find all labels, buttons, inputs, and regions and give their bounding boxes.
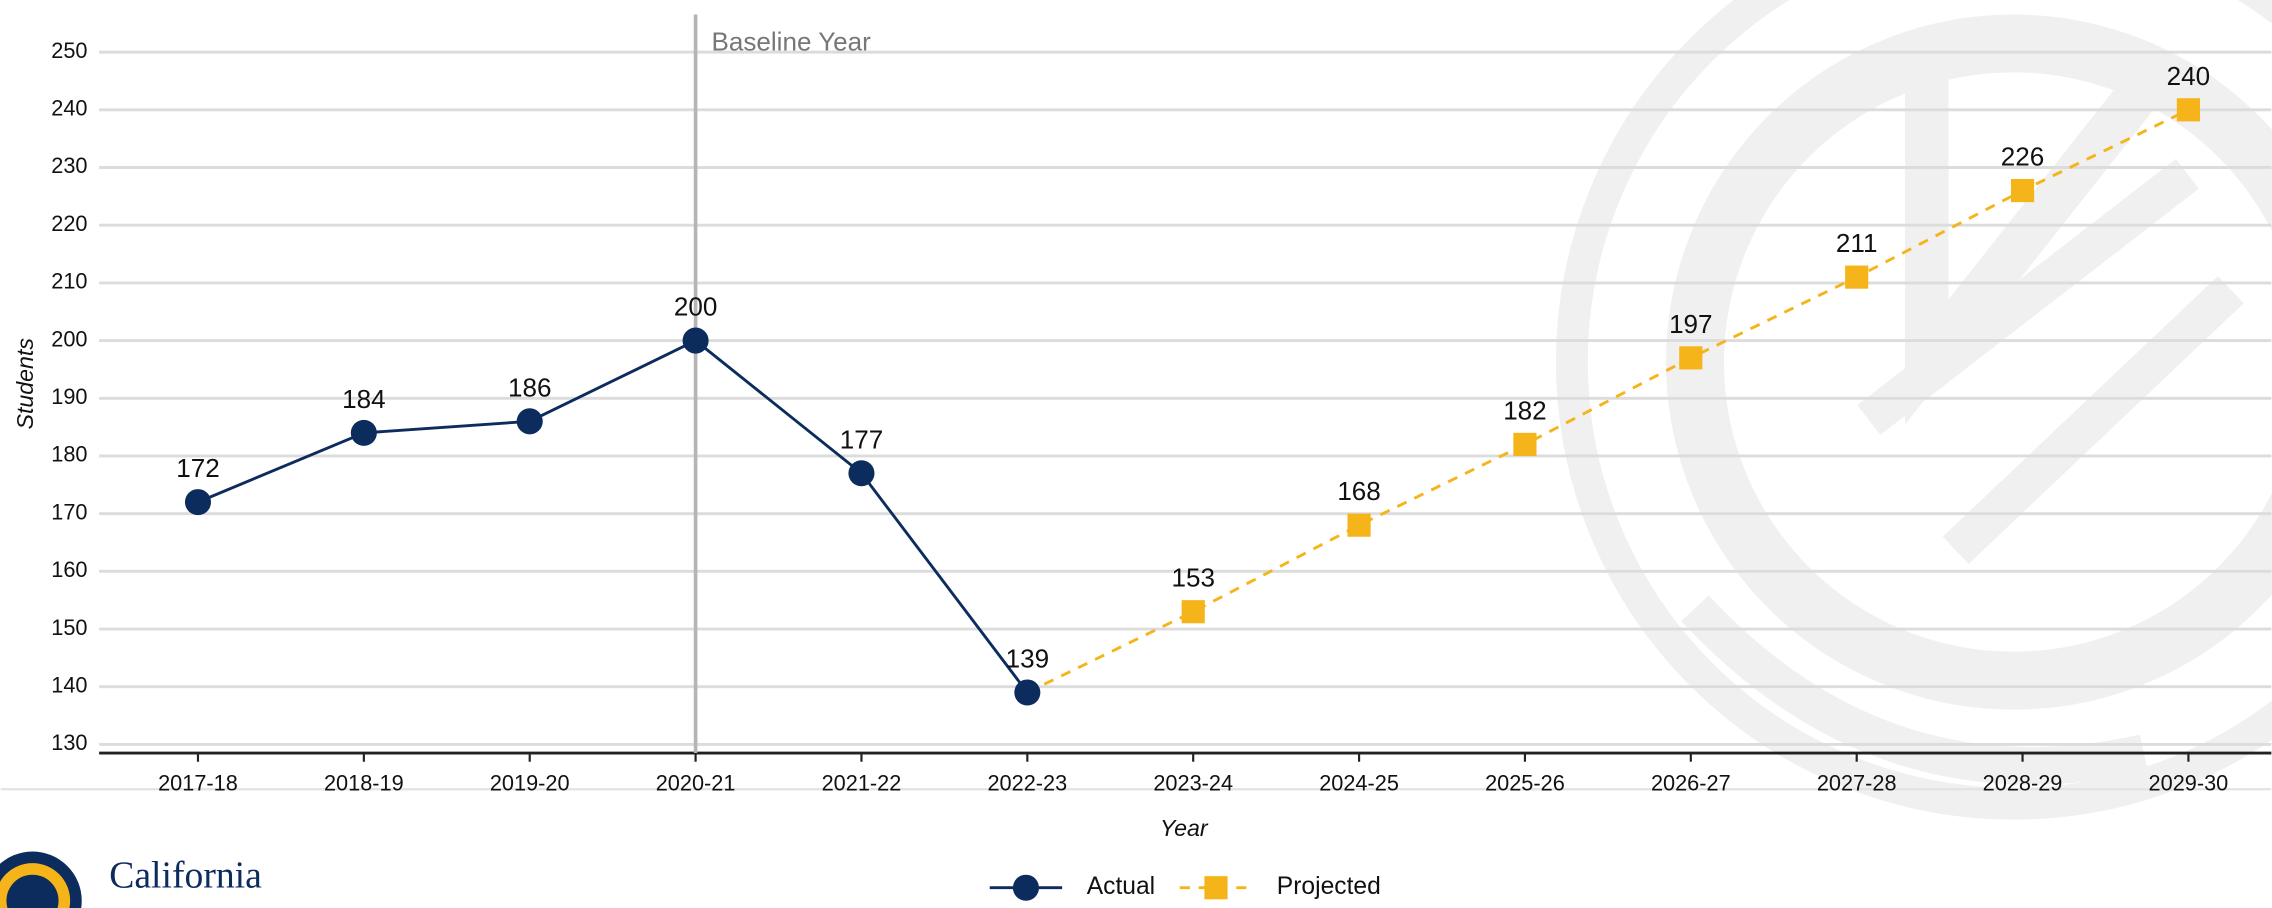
data-label: 226 (2001, 142, 2044, 172)
data-label: 200 (674, 292, 717, 322)
marker (516, 408, 543, 435)
x-tick-label: 2018-19 (324, 771, 404, 796)
legend-label: Projected (1277, 873, 1381, 900)
marker (1181, 600, 1205, 624)
y-tick-label: 180 (51, 442, 87, 467)
marker (1347, 513, 1371, 537)
y-tick-label: 130 (51, 730, 87, 755)
x-tick-label: 2019-20 (490, 771, 570, 796)
y-tick-label: 140 (51, 672, 87, 697)
legend-label: Actual (1087, 873, 1155, 900)
y-tick-label: 250 (51, 38, 87, 63)
x-tick-label: 2022-23 (987, 771, 1067, 796)
x-tick-label: 2024-25 (1319, 771, 1399, 796)
marker (1014, 679, 1041, 706)
marker (2010, 179, 2035, 203)
data-label: 184 (342, 384, 385, 414)
marker (848, 460, 875, 487)
marker (2176, 98, 2201, 122)
y-tick-label: 210 (51, 269, 87, 294)
data-label: 139 (1006, 644, 1049, 674)
data-label: 182 (1503, 395, 1546, 425)
x-tick-label: 2026-27 (1651, 771, 1731, 796)
y-tick-label: 150 (51, 615, 87, 640)
x-tick-label: 2027-28 (1817, 771, 1897, 796)
marker (350, 419, 377, 446)
marker (1679, 346, 1703, 370)
y-tick-label: 240 (51, 96, 87, 121)
watermark (1556, 0, 2272, 820)
data-label: 186 (508, 372, 551, 402)
x-axis-label: Year (1160, 815, 1209, 841)
x-tick-label: 2025-26 (1485, 771, 1565, 796)
y-tick-label: 160 (51, 557, 87, 582)
data-label: 172 (176, 453, 219, 483)
marker (682, 327, 709, 354)
annotation: Baseline Year (712, 26, 872, 56)
x-tick-label: 2029-30 (2149, 771, 2229, 796)
x-tick-label: 2020-21 (656, 771, 736, 796)
data-label: 197 (1669, 309, 1712, 339)
y-tick-label: 170 (51, 499, 87, 524)
data-label: 153 (1171, 563, 1214, 593)
marker (1845, 265, 1869, 289)
x-tick-label: 2028-29 (1983, 771, 2063, 796)
logo: California (0, 851, 262, 908)
marker (184, 489, 212, 516)
data-label: 177 (840, 424, 883, 454)
series-line (1026, 108, 2190, 694)
series-line (197, 338, 1029, 694)
x-tick-label: 2021-22 (822, 771, 902, 796)
y-tick-label: 200 (51, 326, 87, 351)
y-tick-label: 190 (51, 384, 87, 409)
data-label: 240 (2167, 61, 2210, 91)
y-tick-label: 220 (51, 211, 87, 236)
logo-text: California (109, 855, 262, 897)
y-tick-label: 230 (51, 153, 87, 178)
y-axis-label: Students (12, 338, 38, 430)
data-label: 168 (1337, 476, 1380, 506)
legend-marker (1012, 874, 1039, 901)
x-tick-label: 2023-24 (1153, 771, 1233, 796)
marker (1513, 432, 1537, 456)
legend-marker (1204, 876, 1228, 900)
data-label: 211 (1836, 228, 1878, 258)
x-tick-label: 2017-18 (158, 771, 238, 796)
